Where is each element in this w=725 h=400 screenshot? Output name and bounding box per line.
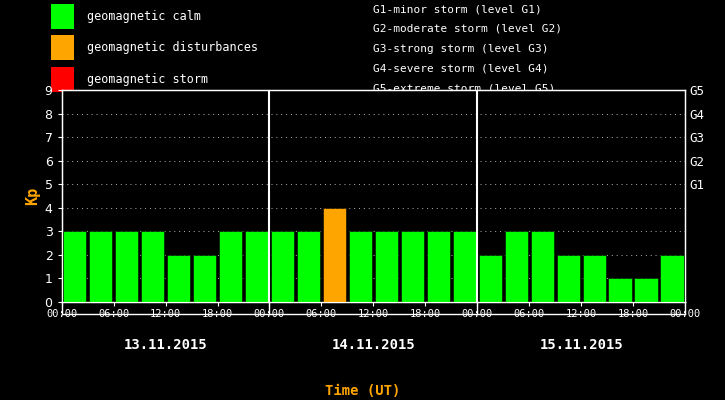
Bar — [323, 208, 346, 302]
Bar — [608, 278, 632, 302]
Bar — [63, 231, 86, 302]
Bar — [115, 231, 138, 302]
Text: G5-extreme storm (level G5): G5-extreme storm (level G5) — [373, 83, 555, 93]
Bar — [193, 255, 216, 302]
Bar — [505, 231, 528, 302]
Text: geomagnetic storm: geomagnetic storm — [87, 73, 208, 86]
Text: G4-severe storm (level G4): G4-severe storm (level G4) — [373, 63, 549, 73]
Text: 13.11.2015: 13.11.2015 — [124, 338, 207, 352]
Bar — [375, 231, 398, 302]
Bar — [270, 231, 294, 302]
Text: G1-minor storm (level G1): G1-minor storm (level G1) — [373, 4, 542, 14]
Bar — [478, 255, 502, 302]
Bar — [660, 255, 684, 302]
Bar — [557, 255, 580, 302]
Bar — [452, 231, 476, 302]
Bar — [51, 35, 74, 60]
Bar — [401, 231, 424, 302]
Bar — [582, 255, 606, 302]
Text: G3-strong storm (level G3): G3-strong storm (level G3) — [373, 44, 549, 54]
Bar — [89, 231, 112, 302]
Text: Time (UT): Time (UT) — [325, 384, 400, 398]
Bar — [634, 278, 658, 302]
Bar — [531, 231, 554, 302]
Bar — [349, 231, 372, 302]
Text: geomagnetic disturbances: geomagnetic disturbances — [87, 41, 258, 54]
Y-axis label: Kp: Kp — [25, 187, 41, 205]
Bar — [141, 231, 165, 302]
Text: geomagnetic calm: geomagnetic calm — [87, 10, 201, 23]
Text: 14.11.2015: 14.11.2015 — [331, 338, 415, 352]
Bar — [245, 231, 268, 302]
Bar — [51, 67, 74, 92]
Bar — [219, 231, 242, 302]
Bar — [51, 4, 74, 29]
Text: 15.11.2015: 15.11.2015 — [539, 338, 623, 352]
Bar — [426, 231, 450, 302]
Text: G2-moderate storm (level G2): G2-moderate storm (level G2) — [373, 24, 563, 34]
Bar — [297, 231, 320, 302]
Bar — [167, 255, 190, 302]
